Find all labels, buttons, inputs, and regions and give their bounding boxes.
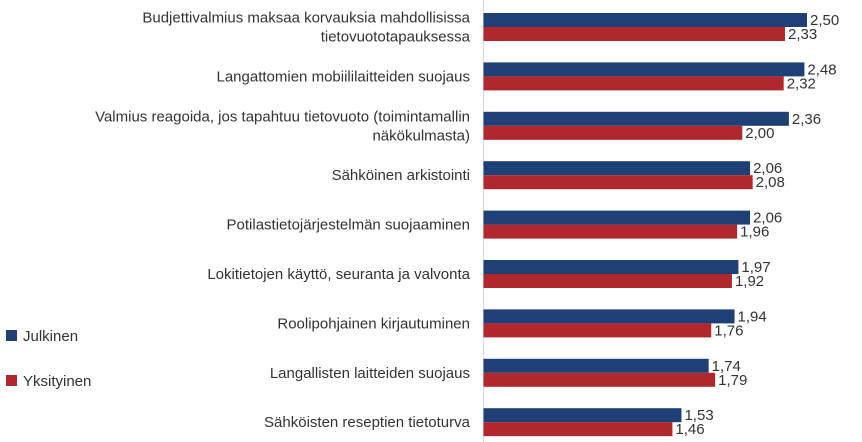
category-label: Valmius reagoida, jos tapahtuu tietovuot… [95,108,470,125]
data-label-julkinen: 2,36 [792,111,821,128]
bar-yksityinen [483,274,732,288]
bar-yksityinen [483,27,786,41]
legend-swatch-julkinen [6,330,17,341]
bar-julkinen [483,62,805,77]
data-label-julkinen: 2,06 [753,160,782,177]
bars [483,13,807,437]
bar-yksityinen [483,125,743,140]
data-label-julkinen: 2,06 [753,210,782,227]
bar-yksityinen [483,323,712,338]
bar-julkinen [483,111,789,126]
category-label: Sähköisten reseptien tietoturva [264,414,471,431]
category-labels: Budjettivalmius maksaa korvauksia mahdol… [95,10,471,432]
bar-julkinen [483,358,709,373]
legend-label-yksityinen: Yksityinen [23,373,91,390]
bar-yksityinen [483,76,784,91]
bar-yksityinen [483,422,673,437]
data-label-julkinen: 2,50 [810,12,839,29]
data-label-yksityinen: 1,46 [675,421,704,438]
data-label-julkinen: 1,97 [741,259,770,276]
legend-swatch-yksityinen [6,375,17,386]
bar-yksityinen [483,372,716,387]
bar-julkinen [483,13,807,27]
data-label-yksityinen: 2,08 [756,174,785,191]
bar-yksityinen [483,224,738,239]
bar-julkinen [483,210,751,225]
legend-label-julkinen: Julkinen [23,328,78,345]
data-label-julkinen: 1,74 [712,358,741,375]
category-label: Roolipohjainen kirjautuminen [277,315,470,332]
bar-julkinen [483,309,735,324]
data-label-yksityinen: 2,32 [787,75,816,92]
data-label-yksityinen: 1,76 [714,322,743,339]
data-label-yksityinen: 1,92 [735,273,764,290]
category-label: näkökulmasta) [372,127,470,144]
category-label: tietovuototapauksessa [321,29,471,46]
bar-yksityinen [483,175,753,190]
data-label-julkinen: 1,94 [738,308,767,325]
category-label: Langallisten laitteiden suojaus [270,365,470,382]
data-label-yksityinen: 1,79 [718,372,747,389]
category-label: Potilastietojärjestelmän suojaaminen [227,217,470,234]
value-labels: 2,502,332,482,322,362,002,062,082,061,96… [675,12,839,438]
bar-julkinen [483,408,682,423]
category-label: Sähköinen arkistointi [332,167,470,184]
category-label: Lokitietojen käyttö, seuranta ja valvont… [207,266,470,283]
data-label-julkinen: 1,53 [684,407,713,424]
legend: Julkinen Yksityinen [6,328,91,390]
bar-julkinen [483,260,739,274]
data-label-yksityinen: 1,96 [740,224,769,241]
category-label: Langattomien mobiililaitteiden suojaus [217,68,471,85]
data-label-julkinen: 2,48 [807,61,836,78]
bar-julkinen [483,161,751,176]
category-label: Budjettivalmius maksaa korvauksia mahdol… [142,10,470,27]
data-label-yksityinen: 2,00 [745,125,774,142]
data-label-yksityinen: 2,33 [788,26,817,43]
